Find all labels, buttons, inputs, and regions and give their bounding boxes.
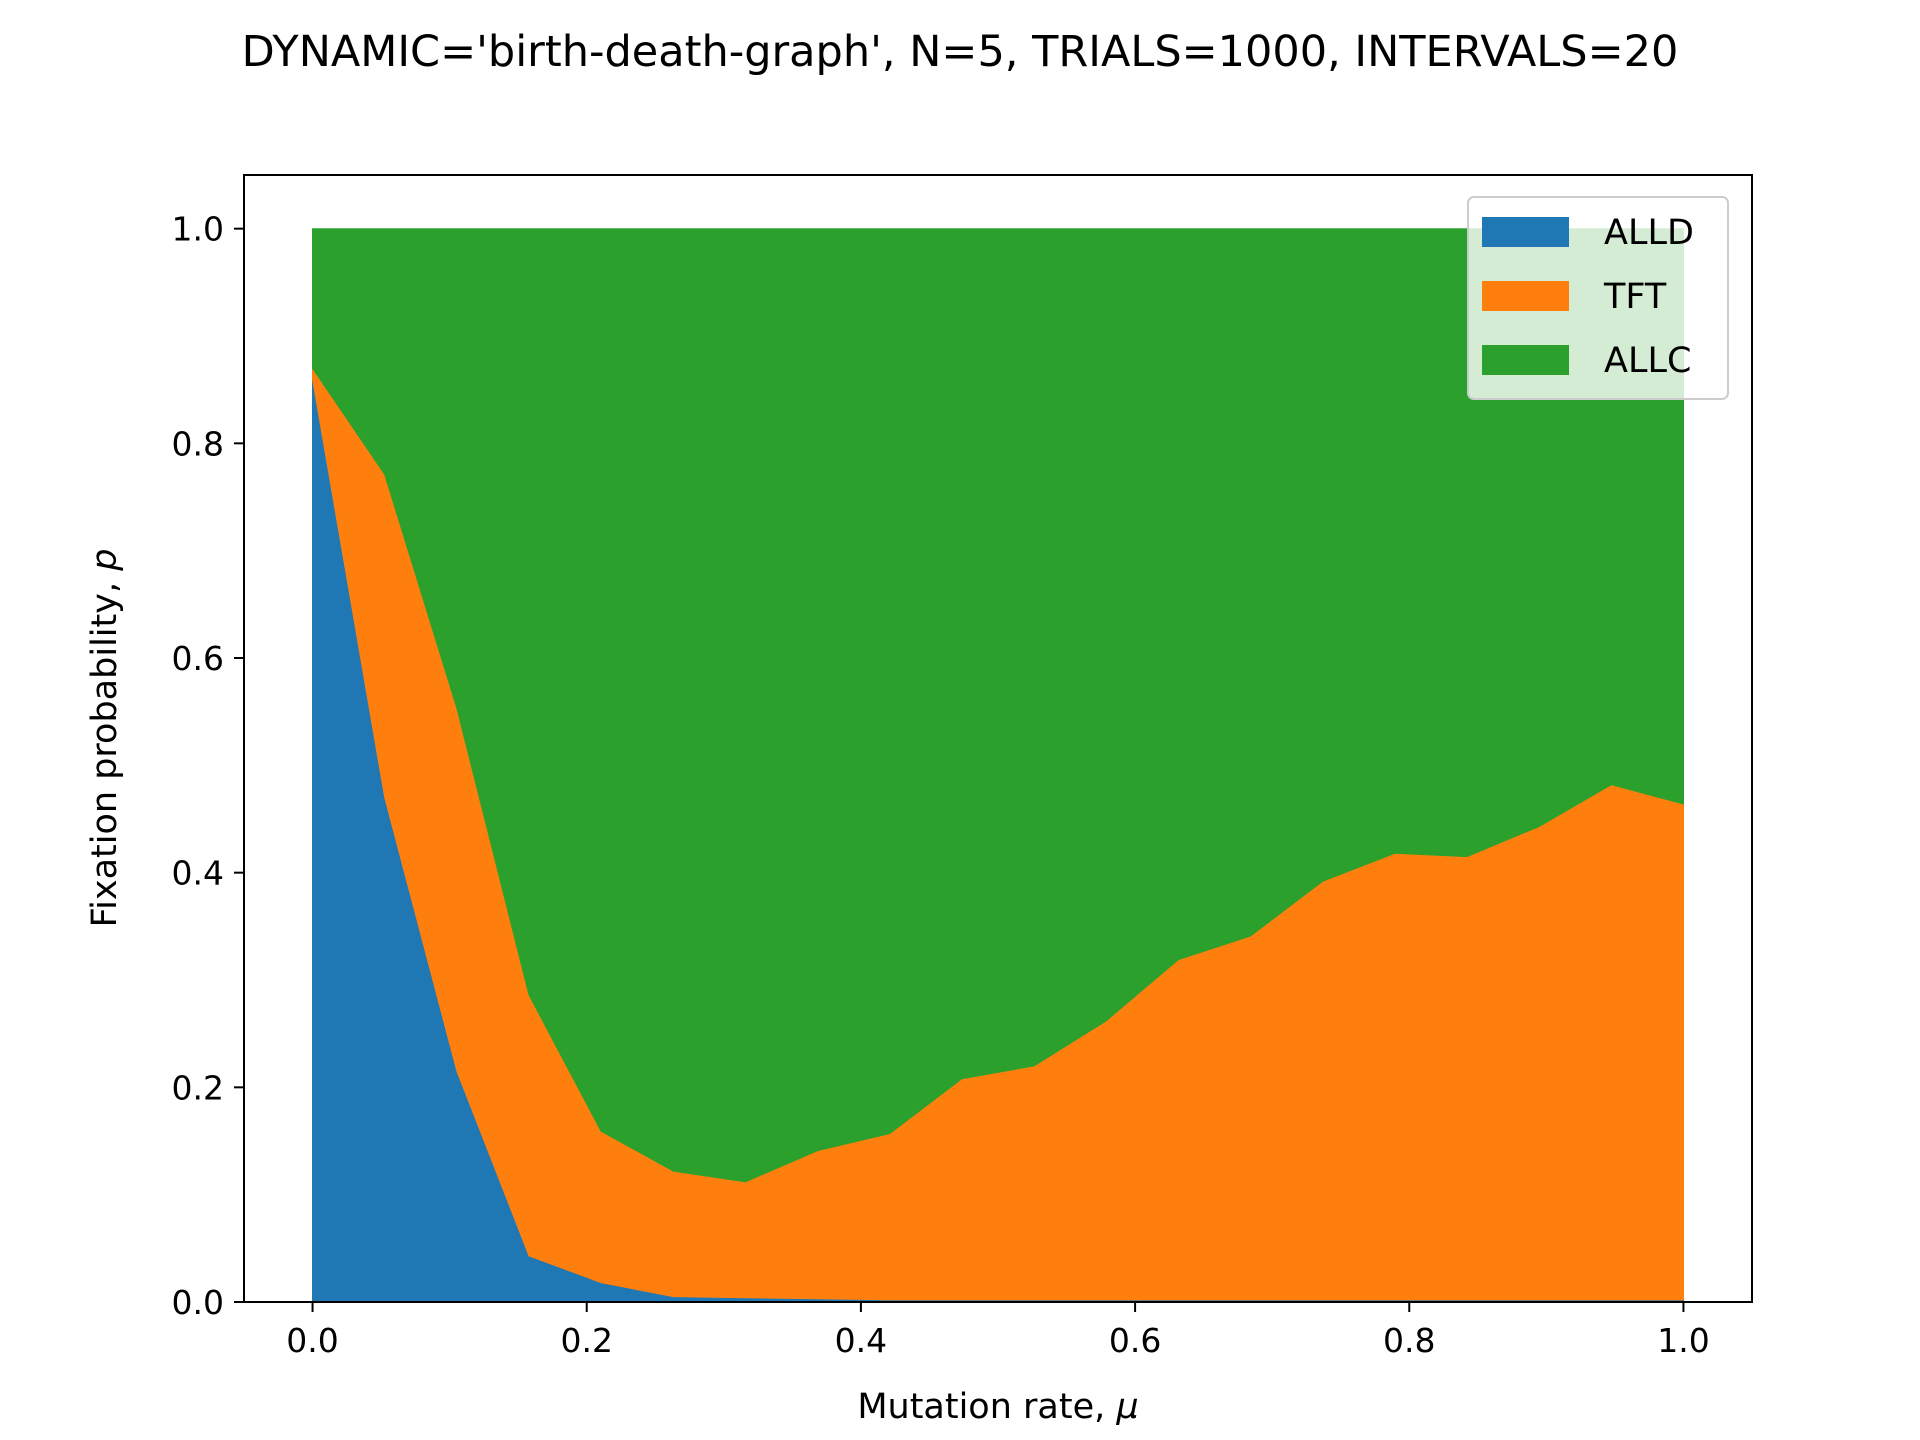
legend-swatch-alld	[1482, 217, 1569, 247]
x-tick-label: 0.6	[1109, 1321, 1161, 1360]
y-tick-label: 0.8	[172, 424, 224, 463]
chart-title: DYNAMIC='birth-death-graph', N=5, TRIALS…	[242, 27, 1679, 77]
x-tick-label: 1.0	[1657, 1321, 1709, 1360]
y-tick-label: 0.4	[172, 854, 224, 893]
y-axis-label-symbol: p	[85, 549, 125, 572]
y-axis-label-text: Fixation probability,	[85, 571, 125, 928]
y-tick-label: 0.0	[172, 1283, 224, 1322]
legend-label-allc: ALLC	[1604, 341, 1691, 381]
x-tick-label: 0.0	[286, 1321, 338, 1360]
x-tick-label: 0.2	[560, 1321, 612, 1360]
y-tick-label: 1.0	[172, 210, 224, 249]
x-axis-label-text: Mutation rate,	[857, 1387, 1116, 1427]
legend-label-alld: ALLD	[1604, 213, 1694, 253]
y-axis-label: Fixation probability, p	[85, 549, 125, 928]
x-tick-label: 0.8	[1383, 1321, 1435, 1360]
y-tick-label: 0.6	[172, 639, 224, 678]
x-axis-ticks: 0.0 0.2 0.4 0.6 0.8 1.0	[286, 1302, 1710, 1360]
legend-swatch-tft	[1482, 281, 1569, 311]
legend-swatch-allc	[1482, 345, 1569, 375]
x-axis-label: Mutation rate, μ	[857, 1387, 1138, 1427]
legend-label-tft: TFT	[1603, 277, 1667, 317]
legend: ALLD TFT ALLC	[1467, 196, 1729, 400]
y-tick-label: 0.2	[172, 1068, 224, 1107]
x-tick-label: 0.4	[835, 1321, 887, 1360]
y-axis-ticks: 0.0 0.2 0.4 0.6 0.8 1.0	[172, 210, 244, 1322]
plot-frame	[243, 174, 1753, 1303]
area-allc	[312, 228, 1684, 1183]
x-axis-label-symbol: μ	[1115, 1387, 1138, 1427]
